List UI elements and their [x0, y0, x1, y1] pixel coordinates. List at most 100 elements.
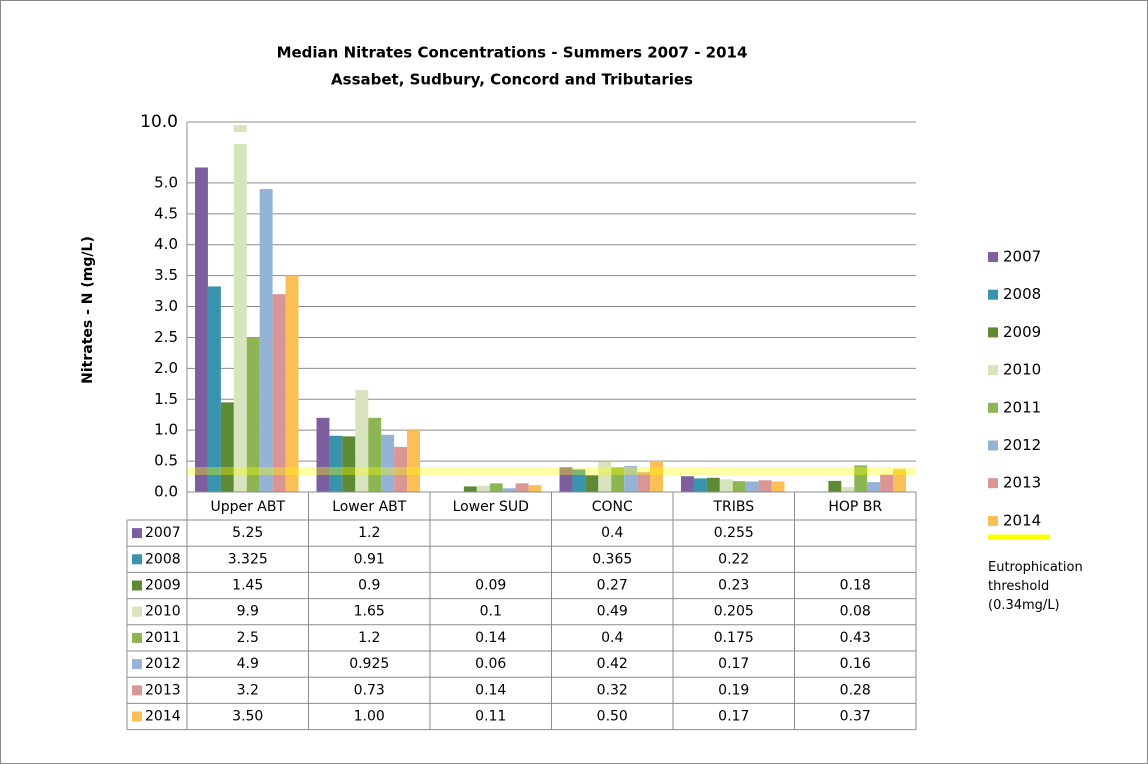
x-tick-label: TRIBS — [712, 499, 754, 515]
bar — [867, 482, 881, 492]
bar — [828, 480, 842, 492]
bar — [195, 167, 208, 493]
table-cell: 3.325 — [228, 551, 268, 567]
bar — [528, 485, 542, 492]
bar — [316, 417, 330, 492]
table-cell: 0.16 — [840, 656, 871, 672]
table-cell: 0.09 — [475, 578, 506, 594]
table-legend-swatch — [132, 685, 142, 696]
bar — [854, 465, 868, 492]
legend-label: 2013 — [1003, 474, 1041, 492]
bar — [841, 487, 855, 492]
table-cell: 3.50 — [232, 709, 263, 725]
table-row-label: 2014 — [145, 709, 181, 725]
y-tick-label: 10.0 — [140, 112, 178, 132]
bar — [880, 474, 894, 492]
bar — [637, 472, 651, 492]
bar — [272, 294, 286, 492]
y-tick-label: 1.0 — [154, 421, 178, 439]
table-cell: 0.14 — [475, 630, 506, 646]
y-tick-label: 0.5 — [154, 452, 178, 470]
legend-swatch — [988, 327, 998, 338]
table-row-label: 2010 — [145, 604, 181, 620]
legend-swatch — [988, 515, 998, 526]
x-tick-label: Upper ABT — [210, 499, 285, 515]
bar — [355, 390, 369, 492]
x-tick-label: CONC — [592, 499, 633, 515]
bar — [381, 434, 395, 492]
y-tick-label: 3.5 — [154, 266, 178, 284]
y-tick-label: 3.0 — [154, 297, 178, 315]
table-row-label: 2009 — [145, 578, 181, 594]
bar — [489, 483, 503, 492]
bar — [559, 467, 573, 492]
legend-label: 2014 — [1003, 511, 1041, 529]
bar — [259, 189, 273, 492]
x-tick-label: HOP BR — [828, 499, 882, 515]
table-cell: 1.2 — [358, 525, 380, 541]
bar — [572, 469, 586, 492]
legend-swatch — [988, 402, 998, 413]
table-legend-swatch — [132, 606, 142, 617]
table-legend-swatch — [132, 632, 142, 643]
table-row-label: 2008 — [145, 551, 181, 567]
table-cell: 0.37 — [840, 709, 871, 725]
table-legend-swatch — [132, 528, 142, 539]
table-legend-swatch — [132, 659, 142, 670]
bar — [693, 478, 707, 492]
table-cell: 0.91 — [354, 551, 385, 567]
bar — [624, 466, 638, 492]
bar — [502, 488, 516, 492]
table-cell: 5.25 — [232, 525, 263, 541]
bar — [598, 461, 612, 492]
table-cell: 1.65 — [354, 604, 385, 620]
y-axis-label: Nitrates - N (mg/L) — [80, 236, 96, 384]
table-row-label: 2012 — [145, 656, 181, 672]
table-cell: 1.2 — [358, 630, 380, 646]
bar — [407, 430, 420, 492]
legend-label: 2009 — [1003, 323, 1041, 341]
bar — [246, 337, 260, 492]
table-legend-swatch — [132, 580, 142, 591]
legend-swatch — [988, 252, 998, 262]
legend-label: 2008 — [1003, 285, 1041, 303]
table-cell: 0.175 — [714, 630, 754, 646]
legend-label: 2011 — [1003, 398, 1041, 416]
threshold-label: Eutrophication threshold (0.34mg/L) — [988, 560, 1083, 613]
table-cell: 0.205 — [714, 604, 754, 620]
table-cell: 0.17 — [718, 709, 749, 725]
bar — [681, 476, 694, 492]
table-cell: 0.9 — [358, 578, 380, 594]
table-cell: 0.42 — [597, 656, 628, 672]
x-tick-label: Lower SUD — [453, 499, 529, 515]
bar — [611, 467, 625, 492]
x-tick-label: Lower ABT — [332, 499, 407, 515]
y-tick-label: 0.0 — [154, 483, 178, 501]
table-cell: 0.925 — [349, 656, 389, 672]
bar — [893, 469, 906, 492]
table-cell: 0.1 — [480, 604, 502, 620]
bar — [771, 481, 785, 492]
table-cell: 0.28 — [840, 682, 871, 698]
y-tick-label: 2.5 — [154, 328, 178, 346]
y-tick-label: 2.0 — [154, 359, 178, 377]
table-cell: 1.45 — [232, 578, 263, 594]
bar — [207, 286, 221, 492]
table-cell: 3.2 — [237, 682, 259, 698]
bar — [732, 481, 746, 492]
legend-swatch — [988, 478, 998, 489]
table-row-label: 2013 — [145, 682, 181, 698]
legend-label: 2007 — [1003, 248, 1041, 266]
table-legend-swatch — [132, 554, 142, 565]
table-cell: 0.4 — [601, 630, 623, 646]
table-cell: 0.27 — [597, 578, 628, 594]
bar — [706, 477, 720, 492]
bar — [463, 486, 477, 492]
bar — [515, 483, 529, 492]
table-cell: 0.17 — [718, 656, 749, 672]
table-cell: 0.06 — [475, 656, 506, 672]
table-cell: 0.22 — [718, 551, 749, 567]
legend-swatch — [988, 440, 998, 451]
